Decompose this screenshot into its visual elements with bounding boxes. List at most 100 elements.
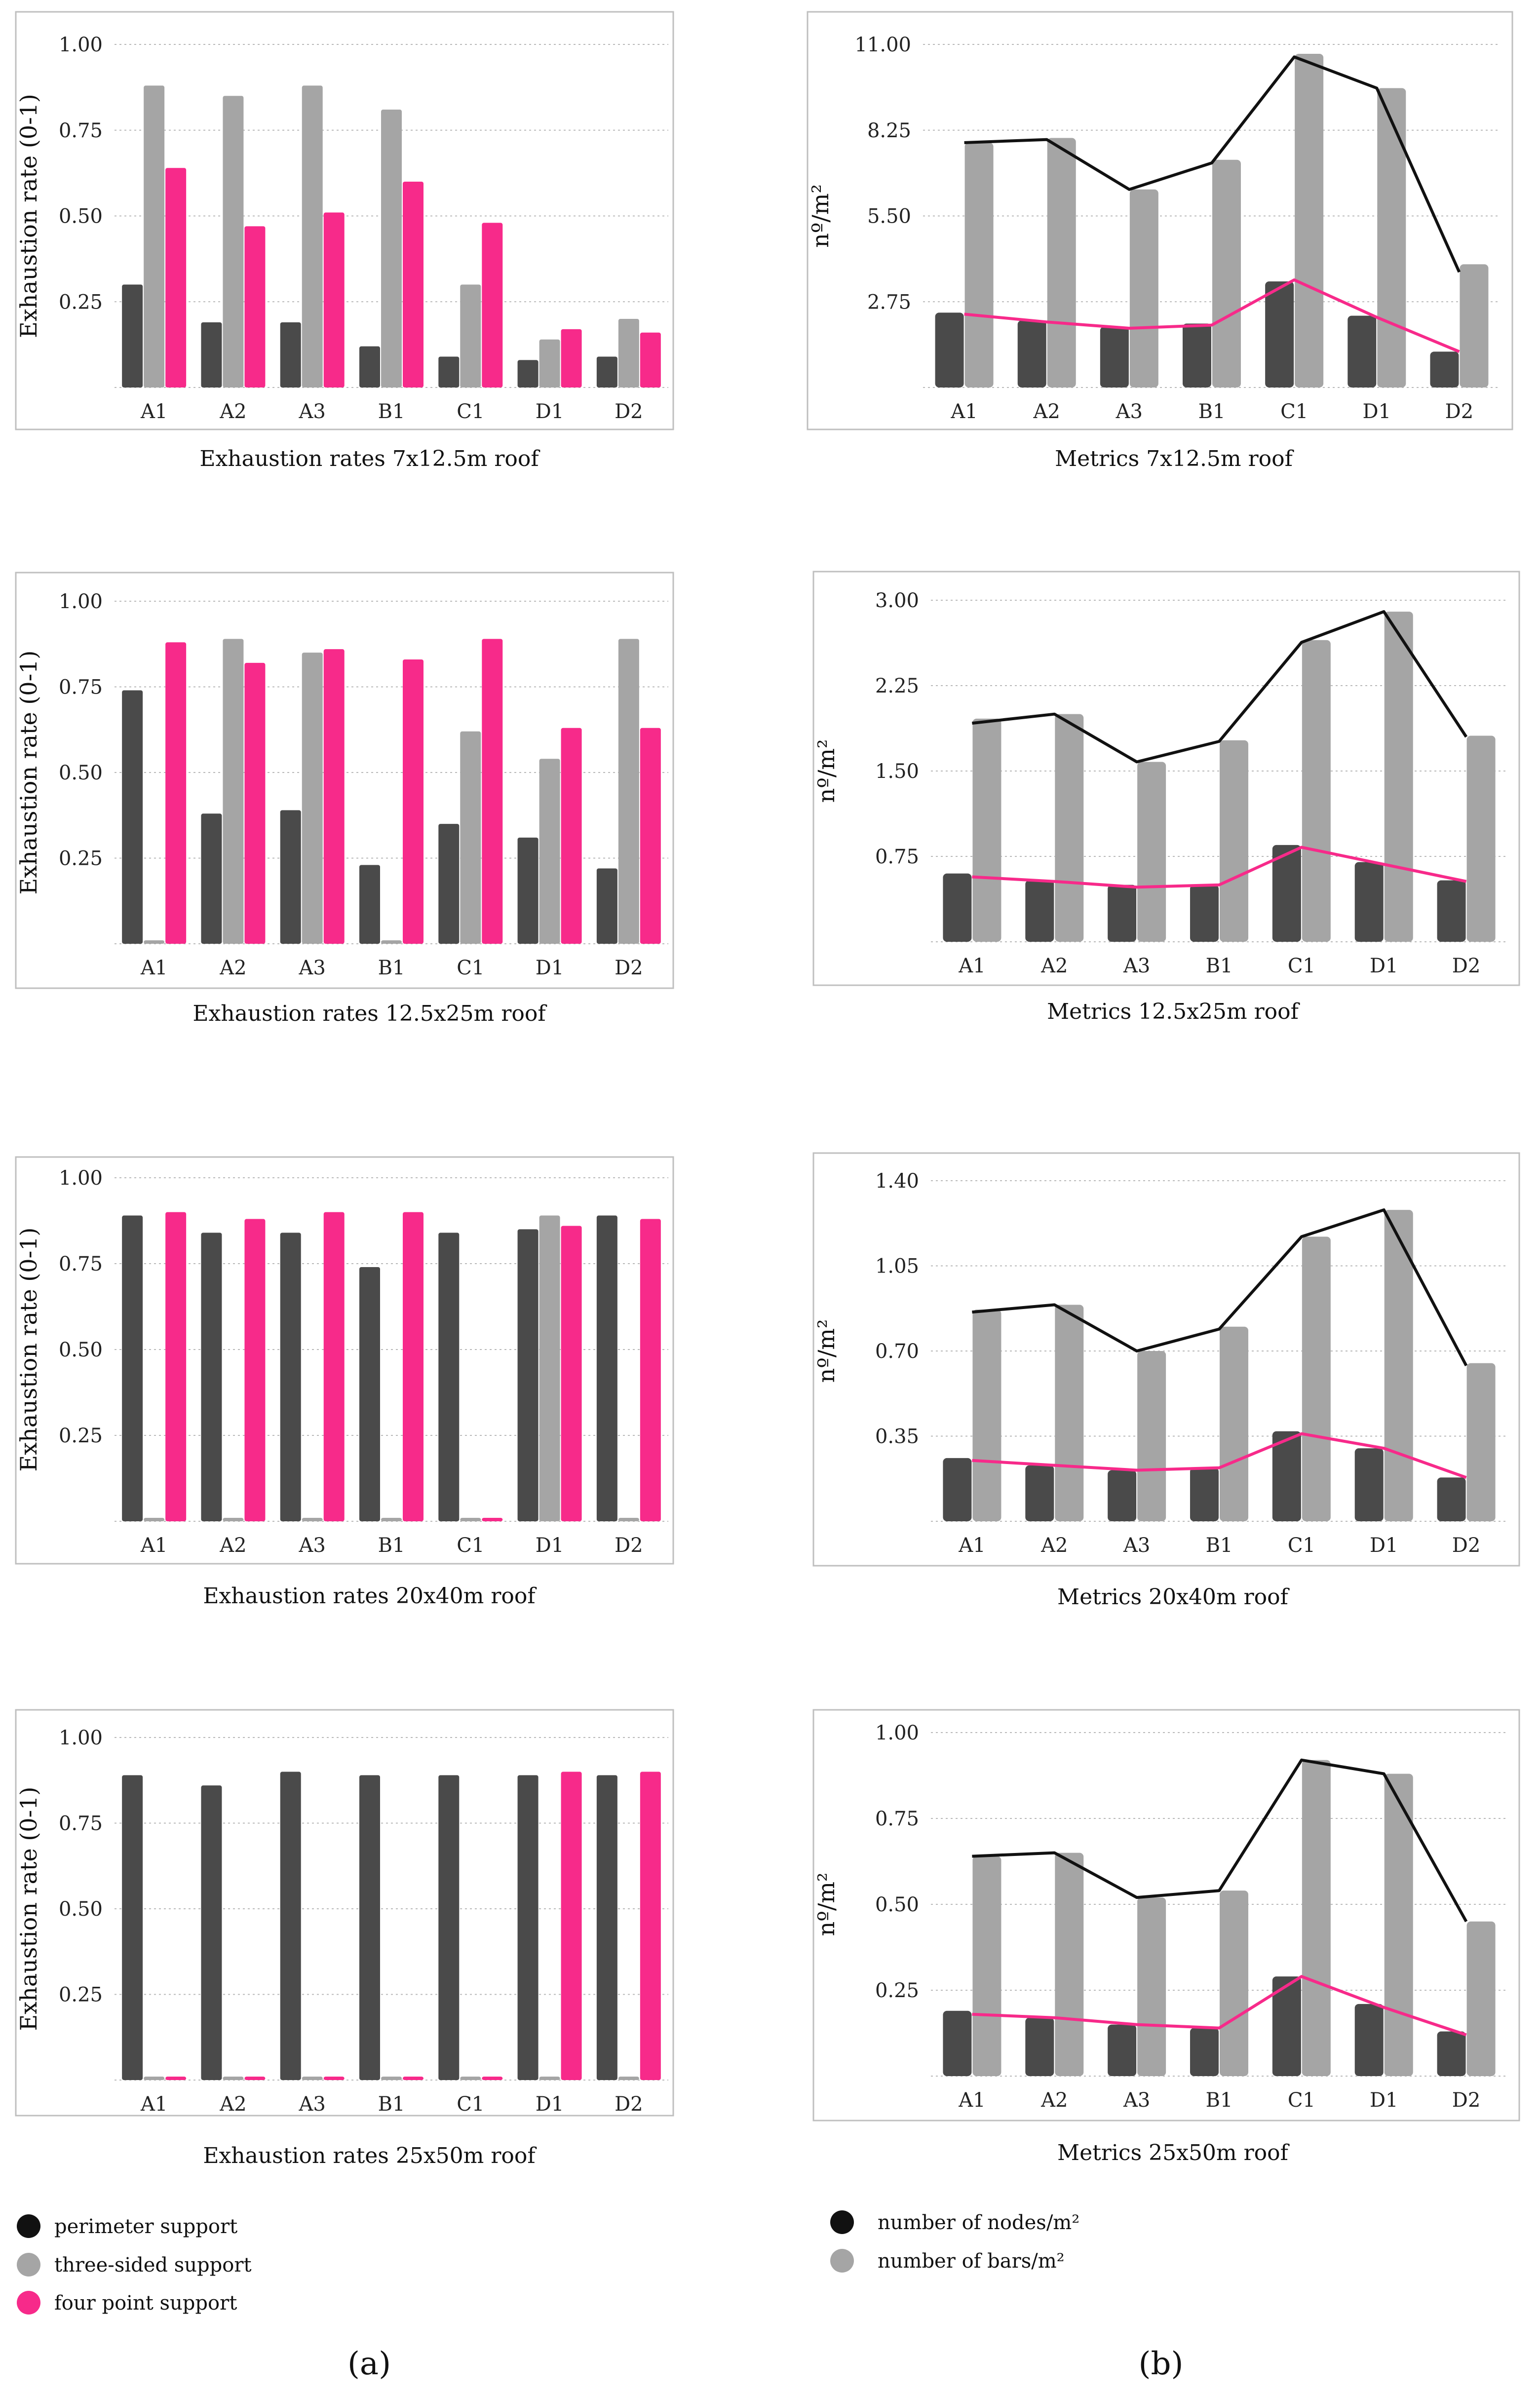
x-tick-label: A2 <box>219 2093 246 2116</box>
chart-frame <box>15 1156 674 1565</box>
x-tick-label: D1 <box>536 1534 564 1557</box>
bar-number-of-bars-m--D2 <box>1466 735 1496 942</box>
bar-three-sided-support-B1 <box>381 1518 402 1521</box>
legend-label-bars: number of bars/m² <box>878 2250 1065 2273</box>
y-axis-label: Exhaustion rate (0-1) <box>15 94 42 338</box>
bar-number-of-bars-m--D1 <box>1384 1210 1413 1521</box>
x-tick-label: D2 <box>615 2093 643 2116</box>
y-tick-label: 0.25 <box>59 848 103 870</box>
bar-three-sided-support-B1 <box>381 940 402 944</box>
x-tick-label: A1 <box>958 2089 985 2112</box>
bar-three-sided-support-A2 <box>223 1518 244 1521</box>
bar-perimeter-support-C1 <box>438 824 460 944</box>
x-tick-label: D1 <box>1370 2089 1398 2112</box>
bar-perimeter-A2 <box>1025 2017 1054 2076</box>
bar-perimeter-B1 <box>1190 2028 1219 2076</box>
y-tick-label: 0.75 <box>59 1813 103 1835</box>
bar-four-point-support-B1 <box>403 182 424 387</box>
x-tick-label: C1 <box>1288 955 1315 977</box>
bar-three-sided-support-D1 <box>539 2077 560 2080</box>
bar-perimeter-A2 <box>1025 880 1054 942</box>
y-tick-label: 0.25 <box>59 1984 103 2007</box>
bar-perimeter-C1 <box>1272 1976 1301 2076</box>
bar-three-sided-support-D2 <box>618 2077 639 2080</box>
bar-number-of-bars-m--C1 <box>1302 1760 1331 2076</box>
bar-four-point-support-A3 <box>323 649 345 944</box>
chart-title: Metrics 20x40m roof <box>1057 1584 1290 1610</box>
bar-number-of-bars-m--C1 <box>1302 1236 1331 1521</box>
bar-perimeter-B1 <box>1190 885 1219 942</box>
chart-a1: 0.25 0.50 0.75 1.00 Exhaustion rate (0-1) Exh… <box>15 11 674 471</box>
bar-perimeter-D2 <box>1437 1477 1466 1521</box>
x-tick-label: C1 <box>457 1534 484 1557</box>
bar-perimeter-D1 <box>1354 862 1384 942</box>
bar-perimeter-support-A2 <box>201 1233 222 1521</box>
bar-number-of-bars-m--B1 <box>1212 159 1241 387</box>
y-tick-label: 0.75 <box>59 676 103 699</box>
y-tick-label: 1.00 <box>59 1727 103 1749</box>
legend-marker-four-point <box>17 2291 40 2315</box>
bar-perimeter-D1 <box>1354 1448 1384 1521</box>
bar-four-point-support-D1 <box>561 1226 582 1521</box>
chart-title: Metrics 12.5x25m roof <box>1047 999 1300 1024</box>
chart-b3: 0.35 0.70 1.05 1.40 nº/m² Metrics 20x40m roof… <box>812 1152 1520 1610</box>
bar-four-point-support-C1 <box>482 639 503 944</box>
bar-perimeter-A1 <box>935 312 964 387</box>
y-tick-label: 0.25 <box>59 1425 103 1447</box>
x-tick-label: B1 <box>1198 400 1226 423</box>
y-axis-label: Exhaustion rate (0-1) <box>15 1228 42 1472</box>
bar-number-of-bars-m--A2 <box>1047 138 1076 387</box>
x-tick-label: D1 <box>1370 955 1398 977</box>
bar-number-of-bars-m--D1 <box>1377 88 1406 388</box>
line-nodes <box>972 1208 1468 1367</box>
bar-four-point-support-A3 <box>323 2077 345 2080</box>
bar-four-point-support-A1 <box>165 2077 187 2080</box>
x-tick-label: A1 <box>958 955 985 977</box>
y-tick-label: 2.75 <box>867 291 911 313</box>
bar-perimeter-support-D2 <box>596 356 617 387</box>
bar-four-point-support-A1 <box>165 642 187 944</box>
bar-number-of-bars-m--A3 <box>1129 189 1158 387</box>
bar-number-of-bars-m--C1 <box>1295 53 1324 388</box>
x-tick-label: A3 <box>299 1534 326 1557</box>
chart-frame <box>15 11 674 430</box>
legend-label-perimeter: perimeter support <box>54 2215 237 2238</box>
bar-three-sided-support-A3 <box>302 653 323 944</box>
chart-title: Metrics 7x12.5m roof <box>1055 446 1294 471</box>
bar-four-point-support-B1 <box>403 1212 424 1521</box>
x-tick-label: D1 <box>1370 1534 1398 1557</box>
bar-perimeter-C1 <box>1265 281 1294 387</box>
bar-perimeter-support-D2 <box>596 1775 617 2080</box>
x-tick-label: A1 <box>140 957 167 979</box>
x-tick-label: A3 <box>299 2093 326 2116</box>
bar-four-point-support-A1 <box>165 168 187 387</box>
chart-title: Exhaustion rates 20x40m roof <box>203 1583 537 1609</box>
bar-three-sided-support-D2 <box>618 1518 639 1521</box>
legend-marker-nodes <box>830 2210 854 2234</box>
chart-title: Exhaustion rates 12.5x25m roof <box>192 1001 547 1026</box>
x-tick-label: B1 <box>378 1534 405 1557</box>
legend-label-nodes: number of nodes/m² <box>878 2211 1079 2234</box>
x-tick-label: B1 <box>378 400 405 423</box>
bar-four-point-support-D1 <box>561 1772 582 2080</box>
bar-four-point-support-D1 <box>561 728 582 944</box>
bar-three-sided-support-D1 <box>539 1215 560 1521</box>
bar-four-point-support-C1 <box>482 1518 503 1521</box>
bar-perimeter-support-D2 <box>596 1215 617 1521</box>
y-tick-label: 0.50 <box>59 1898 103 1921</box>
bar-perimeter-support-C1 <box>438 1775 460 2080</box>
y-axis-label: nº/m² <box>813 1319 840 1383</box>
bar-perimeter-support-A1 <box>122 1215 143 1521</box>
bar-perimeter-support-A1 <box>122 690 143 944</box>
y-tick-label: 3.00 <box>875 589 919 612</box>
x-tick-label: D2 <box>1452 2089 1481 2112</box>
legend-item-bars: number of bars/m² <box>830 2249 1065 2273</box>
bar-number-of-bars-m--D1 <box>1384 1774 1413 2076</box>
bar-number-of-bars-m--A2 <box>1055 1305 1084 1521</box>
bar-perimeter-C1 <box>1272 1431 1301 1521</box>
line-nodes <box>972 610 1468 764</box>
line-nodes <box>964 55 1461 273</box>
x-tick-label: B1 <box>378 957 405 979</box>
chart-frame <box>812 571 1520 986</box>
